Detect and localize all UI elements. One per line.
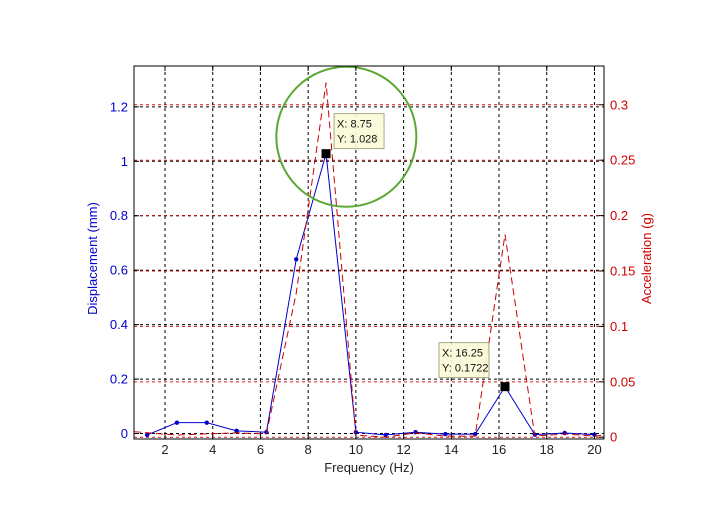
datatip-y-text: Y: 1.028 [337, 134, 377, 146]
acceleration-series-line [133, 82, 605, 438]
y-right-tick-label: 0.05 [610, 374, 635, 389]
x-tick-label: 12 [396, 442, 410, 457]
displacement-data-point [174, 420, 180, 425]
displacement-data-point [562, 430, 567, 436]
datatip-y-text: Y: 0.1722 [442, 363, 489, 375]
plot-frame [133, 65, 605, 440]
displacement-data-point [472, 431, 478, 437]
x-tick-label: 18 [540, 442, 554, 457]
x-tick-label: 14 [444, 442, 458, 457]
y-right-tick-label: 0.25 [610, 153, 635, 168]
x-tick-label: 10 [349, 442, 363, 457]
datatip-marker [500, 382, 510, 392]
y-right-tick-label: 0.15 [610, 264, 635, 279]
datatip-x-text: X: 8.75 [337, 119, 372, 131]
displacement-series-line [146, 153, 595, 436]
displacement-data-point [443, 431, 448, 437]
y-left-tick-label: 0 [121, 426, 128, 441]
displacement-data-point [413, 429, 418, 435]
displacement-data-point [234, 428, 239, 434]
datatip-marker [321, 149, 331, 159]
datatip-box [438, 342, 490, 379]
y-right-tick-label: 0 [610, 430, 617, 445]
grid-lines [134, 66, 604, 439]
highlight-circle [275, 65, 418, 208]
displacement-data-point [204, 420, 209, 425]
y-left-tick-label: 1.2 [110, 99, 128, 114]
y-right-tick-label: 0.1 [610, 319, 628, 334]
y-axis-left-label: Displacement (mm) [85, 202, 100, 315]
y-left-tick-label: 1 [121, 154, 128, 169]
x-tick-label: 2 [161, 442, 168, 457]
x-tick-label: 20 [587, 442, 601, 457]
y-left-tick-label: 0.4 [110, 317, 128, 332]
datatip-x-text: X: 16.25 [442, 348, 483, 360]
annotation-layer: X: 8.75 Y: 1.028 X: 16.25 Y: 0.1722 [275, 65, 510, 392]
y-axis-right-label: Acceleration (g) [639, 213, 654, 304]
x-tick-label: 8 [305, 442, 312, 457]
y-left-tick-label: 0.6 [110, 263, 128, 278]
x-axis-label: Frequency (Hz) [324, 460, 414, 475]
y-right-tick-label: 0.3 [610, 97, 628, 112]
y-right-tick-label: 0.2 [610, 208, 628, 223]
axes-layer: 2 4 6 8 10 12 14 16 18 20 0 0.2 0.4 0.6 0.8 1 1.2 0 0.05 0.… [110, 66, 635, 457]
displacement-data-point [144, 432, 150, 438]
displacement-data-point [383, 432, 388, 438]
y-left-tick-label: 0.8 [110, 208, 128, 223]
displacement-data-point [294, 257, 299, 262]
x-tick-label: 6 [257, 442, 264, 457]
x-tick-label: 16 [492, 442, 506, 457]
x-tick-label: 4 [209, 442, 216, 457]
y-left-tick-label: 0.2 [110, 372, 128, 387]
datatip-box [333, 113, 385, 150]
